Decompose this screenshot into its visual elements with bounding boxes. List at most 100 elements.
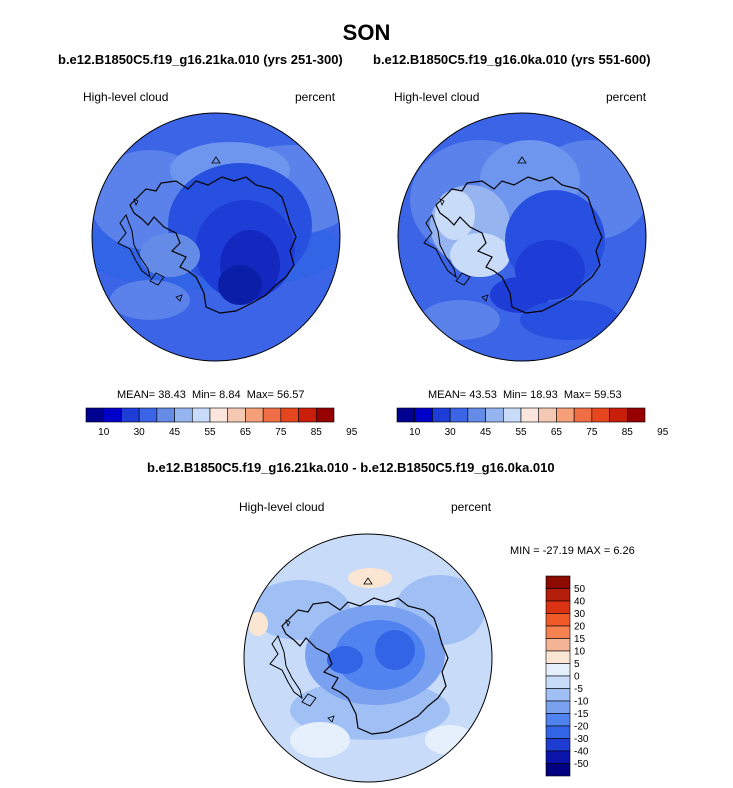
panel1-colorbar-tick-label: 95 bbox=[346, 427, 358, 438]
panel1-min: 8.84 bbox=[219, 389, 241, 401]
diff-colorbar-swatch bbox=[545, 663, 571, 677]
season-title: SON bbox=[342, 20, 391, 45]
diff-colorbar-swatch bbox=[545, 650, 571, 664]
diff-colorbar-swatch bbox=[545, 700, 571, 714]
panel2-colorbar-tick-label: 75 bbox=[586, 427, 598, 438]
panel2-colorbar-swatch bbox=[414, 407, 433, 423]
panel1-colorbar-swatch bbox=[262, 407, 282, 423]
diff-colorbar-tick-label: -5 bbox=[574, 684, 583, 695]
panel1-colorbar-swatch bbox=[298, 407, 317, 423]
panel1-variable-label: High-level cloud bbox=[83, 90, 169, 104]
panel1-colorbar-swatch bbox=[174, 407, 193, 423]
diff-colorbar-swatch bbox=[545, 738, 571, 752]
panel1-colorbar-swatch bbox=[209, 407, 229, 423]
panel1-colorbar-tick-label: 75 bbox=[275, 427, 287, 438]
diff-min-max: MIN = -27.19 MAX = 6.26 bbox=[510, 545, 635, 557]
panel1-colorbar-swatch bbox=[280, 407, 299, 423]
panel2-colorbar: 10 30 45 55 65 75 85 95 bbox=[396, 407, 669, 438]
panel2-colorbar-swatch bbox=[573, 407, 593, 423]
panel2-colorbar-swatch bbox=[396, 407, 416, 423]
panel1-colorbar-swatch bbox=[227, 407, 246, 423]
diff-colorbar-tick-label: 20 bbox=[574, 622, 586, 633]
diff-colorbar-tick-label: -20 bbox=[574, 722, 589, 733]
panel2-colorbar-swatch bbox=[626, 407, 646, 423]
diff-colorbar-swatch bbox=[545, 675, 571, 689]
diff-title: b.e12.B1850C5.f19_g16.21ka.010 - b.e12.B… bbox=[147, 460, 555, 475]
panel2-mean: 43.53 bbox=[469, 389, 497, 401]
panel2-units-label: percent bbox=[606, 90, 647, 104]
panel2-colorbar-swatch bbox=[520, 407, 540, 423]
diff-colorbar-swatch bbox=[545, 625, 571, 639]
diff-colorbar-tick-label: -10 bbox=[574, 697, 589, 708]
panel1-colorbar-swatch bbox=[121, 407, 140, 423]
panel2-colorbar-tick-label: 10 bbox=[409, 427, 421, 438]
panel2-variable-label: High-level cloud bbox=[394, 90, 480, 104]
diff-colorbar-tick-label: 0 bbox=[574, 672, 580, 683]
panel1-colorbar-tick-label: 45 bbox=[169, 427, 181, 438]
panel2-map bbox=[398, 113, 646, 361]
panel1-case-title: b.e12.B1850C5.f19_g16.21ka.010 (yrs 251-… bbox=[58, 52, 343, 67]
diff-colorbar-tick-label: -15 bbox=[574, 709, 589, 720]
panel1-colorbar-tick-label: 10 bbox=[98, 427, 110, 438]
panel1-colorbar-swatch bbox=[138, 407, 158, 423]
panel2-colorbar-tick-label: 55 bbox=[515, 427, 527, 438]
diff-units-label: percent bbox=[451, 500, 492, 514]
diff-colorbar-tick-label: 50 bbox=[574, 584, 586, 595]
panel2-colorbar-tick-label: 45 bbox=[480, 427, 492, 438]
panel2-case-title: b.e12.B1850C5.f19_g16.0ka.010 (yrs 551-6… bbox=[373, 52, 651, 67]
panel1-colorbar-tick-label: 55 bbox=[204, 427, 216, 438]
panel2-colorbar-swatch bbox=[609, 407, 628, 423]
panel1-mean: 38.43 bbox=[158, 389, 186, 401]
panel2-colorbar-swatch bbox=[591, 407, 610, 423]
diff-colorbar-swatch bbox=[545, 638, 571, 652]
panel1-colorbar-swatch bbox=[191, 407, 211, 423]
diff-colorbar-swatch bbox=[545, 750, 571, 764]
panel2-max: 59.53 bbox=[594, 389, 622, 401]
panel1-max: 56.57 bbox=[276, 389, 305, 401]
panel1-units-label: percent bbox=[295, 90, 336, 104]
panel2-colorbar-swatch bbox=[467, 407, 486, 423]
panel2-colorbar-swatch bbox=[502, 407, 522, 423]
panel2-colorbar-swatch bbox=[538, 407, 557, 423]
diff-colorbar-swatch bbox=[545, 763, 571, 777]
panel1-colorbar-swatch bbox=[245, 407, 264, 423]
diff-colorbar-tick-label: -30 bbox=[574, 734, 589, 745]
diff-colorbar-swatch bbox=[545, 725, 571, 739]
panel2-stats: MEAN= 43.53 Min= 18.93 Max= 59.53 bbox=[428, 389, 622, 401]
panel1-stats: MEAN= 38.43 Min= 8.84 Max= 56.57 bbox=[117, 389, 305, 401]
diff-colorbar-tick-label: -50 bbox=[574, 759, 589, 770]
panel2-colorbar-swatch bbox=[432, 407, 451, 423]
diff-colorbar-tick-label: 5 bbox=[574, 659, 580, 670]
panel1-colorbar-swatch bbox=[85, 407, 105, 423]
diff-colorbar-tick-label: 15 bbox=[574, 634, 586, 645]
diff-colorbar-tick-label: 10 bbox=[574, 647, 586, 658]
diff-variable-label: High-level cloud bbox=[239, 500, 325, 514]
panel1-colorbar-swatch bbox=[315, 407, 335, 423]
diff-colorbar-tick-label: -40 bbox=[574, 747, 589, 758]
diff-colorbar-swatch bbox=[545, 575, 571, 589]
panel2-colorbar-tick-label: 85 bbox=[622, 427, 634, 438]
panel1-map bbox=[92, 113, 340, 361]
diff-colorbar-tick-label: 40 bbox=[574, 597, 586, 608]
diff-colorbar-swatch bbox=[545, 713, 571, 727]
panel2-colorbar-tick-label: 65 bbox=[551, 427, 563, 438]
diff-map bbox=[244, 534, 492, 782]
diff-colorbar-swatch bbox=[545, 688, 571, 702]
panel2-colorbar-swatch bbox=[449, 407, 469, 423]
diff-colorbar-tick-label: 30 bbox=[574, 609, 586, 620]
panel2-colorbar-tick-label: 30 bbox=[445, 427, 457, 438]
panel2-colorbar-swatch bbox=[556, 407, 575, 423]
panel2-min: 18.93 bbox=[530, 389, 558, 401]
panel1-colorbar-swatch bbox=[103, 407, 122, 423]
panel2-colorbar-tick-label: 95 bbox=[657, 427, 669, 438]
diff-colorbar-swatch bbox=[545, 588, 571, 602]
panel1-colorbar-tick-label: 30 bbox=[134, 427, 146, 438]
panel1-colorbar-tick-label: 65 bbox=[240, 427, 252, 438]
panel1-colorbar-tick-label: 85 bbox=[311, 427, 323, 438]
panel2-colorbar-swatch bbox=[485, 407, 504, 423]
panel1-colorbar: 10 30 45 55 65 75 85 95 bbox=[85, 407, 358, 438]
diff-colorbar-swatch bbox=[545, 613, 571, 627]
panel1-colorbar-swatch bbox=[156, 407, 175, 423]
